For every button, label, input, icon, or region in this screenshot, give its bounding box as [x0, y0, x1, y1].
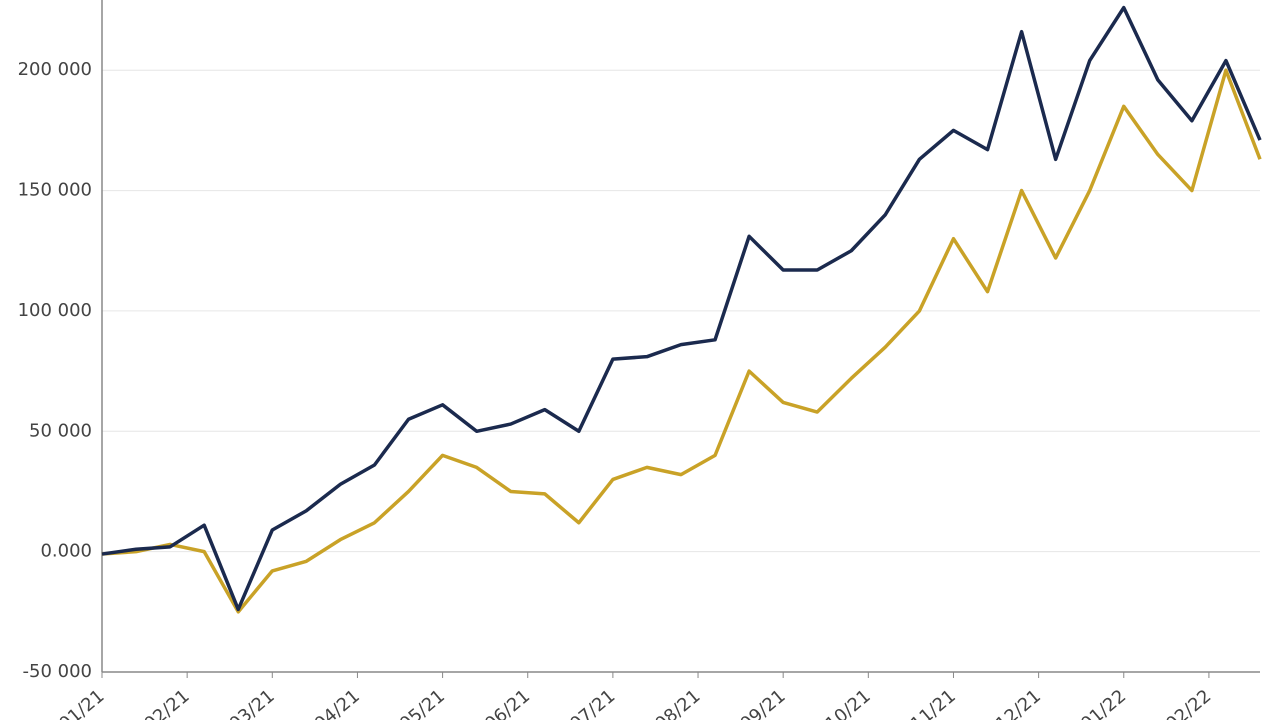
x-tick-label: 05/21: [396, 686, 449, 720]
y-tick-label: -50 000: [23, 661, 92, 682]
x-tick-label: 10/21: [822, 686, 875, 720]
x-tick-label: 01/22: [1077, 686, 1130, 720]
x-tick-label: 02/22: [1162, 686, 1215, 720]
x-tick-label: 03/21: [225, 686, 278, 720]
y-tick-label: 200 000: [18, 59, 92, 80]
x-tick-label: 09/21: [736, 686, 789, 720]
x-tick-label: 06/21: [481, 686, 534, 720]
x-tick-label: 01/21: [55, 686, 108, 720]
y-tick-label: 150 000: [18, 180, 92, 201]
x-tick-label: 08/21: [651, 686, 704, 720]
x-tick-label: 07/21: [566, 686, 619, 720]
y-tick-label: 100 000: [18, 300, 92, 321]
data-line: [101, 68, 1262, 614]
x-tick-label: 12/21: [992, 686, 1045, 720]
x-tick-label: 02/21: [140, 686, 193, 720]
y-tick-label: 50 000: [29, 420, 92, 441]
data-line: [101, 5, 1262, 612]
x-tick-label: 11/21: [907, 686, 960, 720]
x-tick-label: 04/21: [311, 686, 364, 720]
y-tick-label: 0.000: [40, 541, 92, 562]
